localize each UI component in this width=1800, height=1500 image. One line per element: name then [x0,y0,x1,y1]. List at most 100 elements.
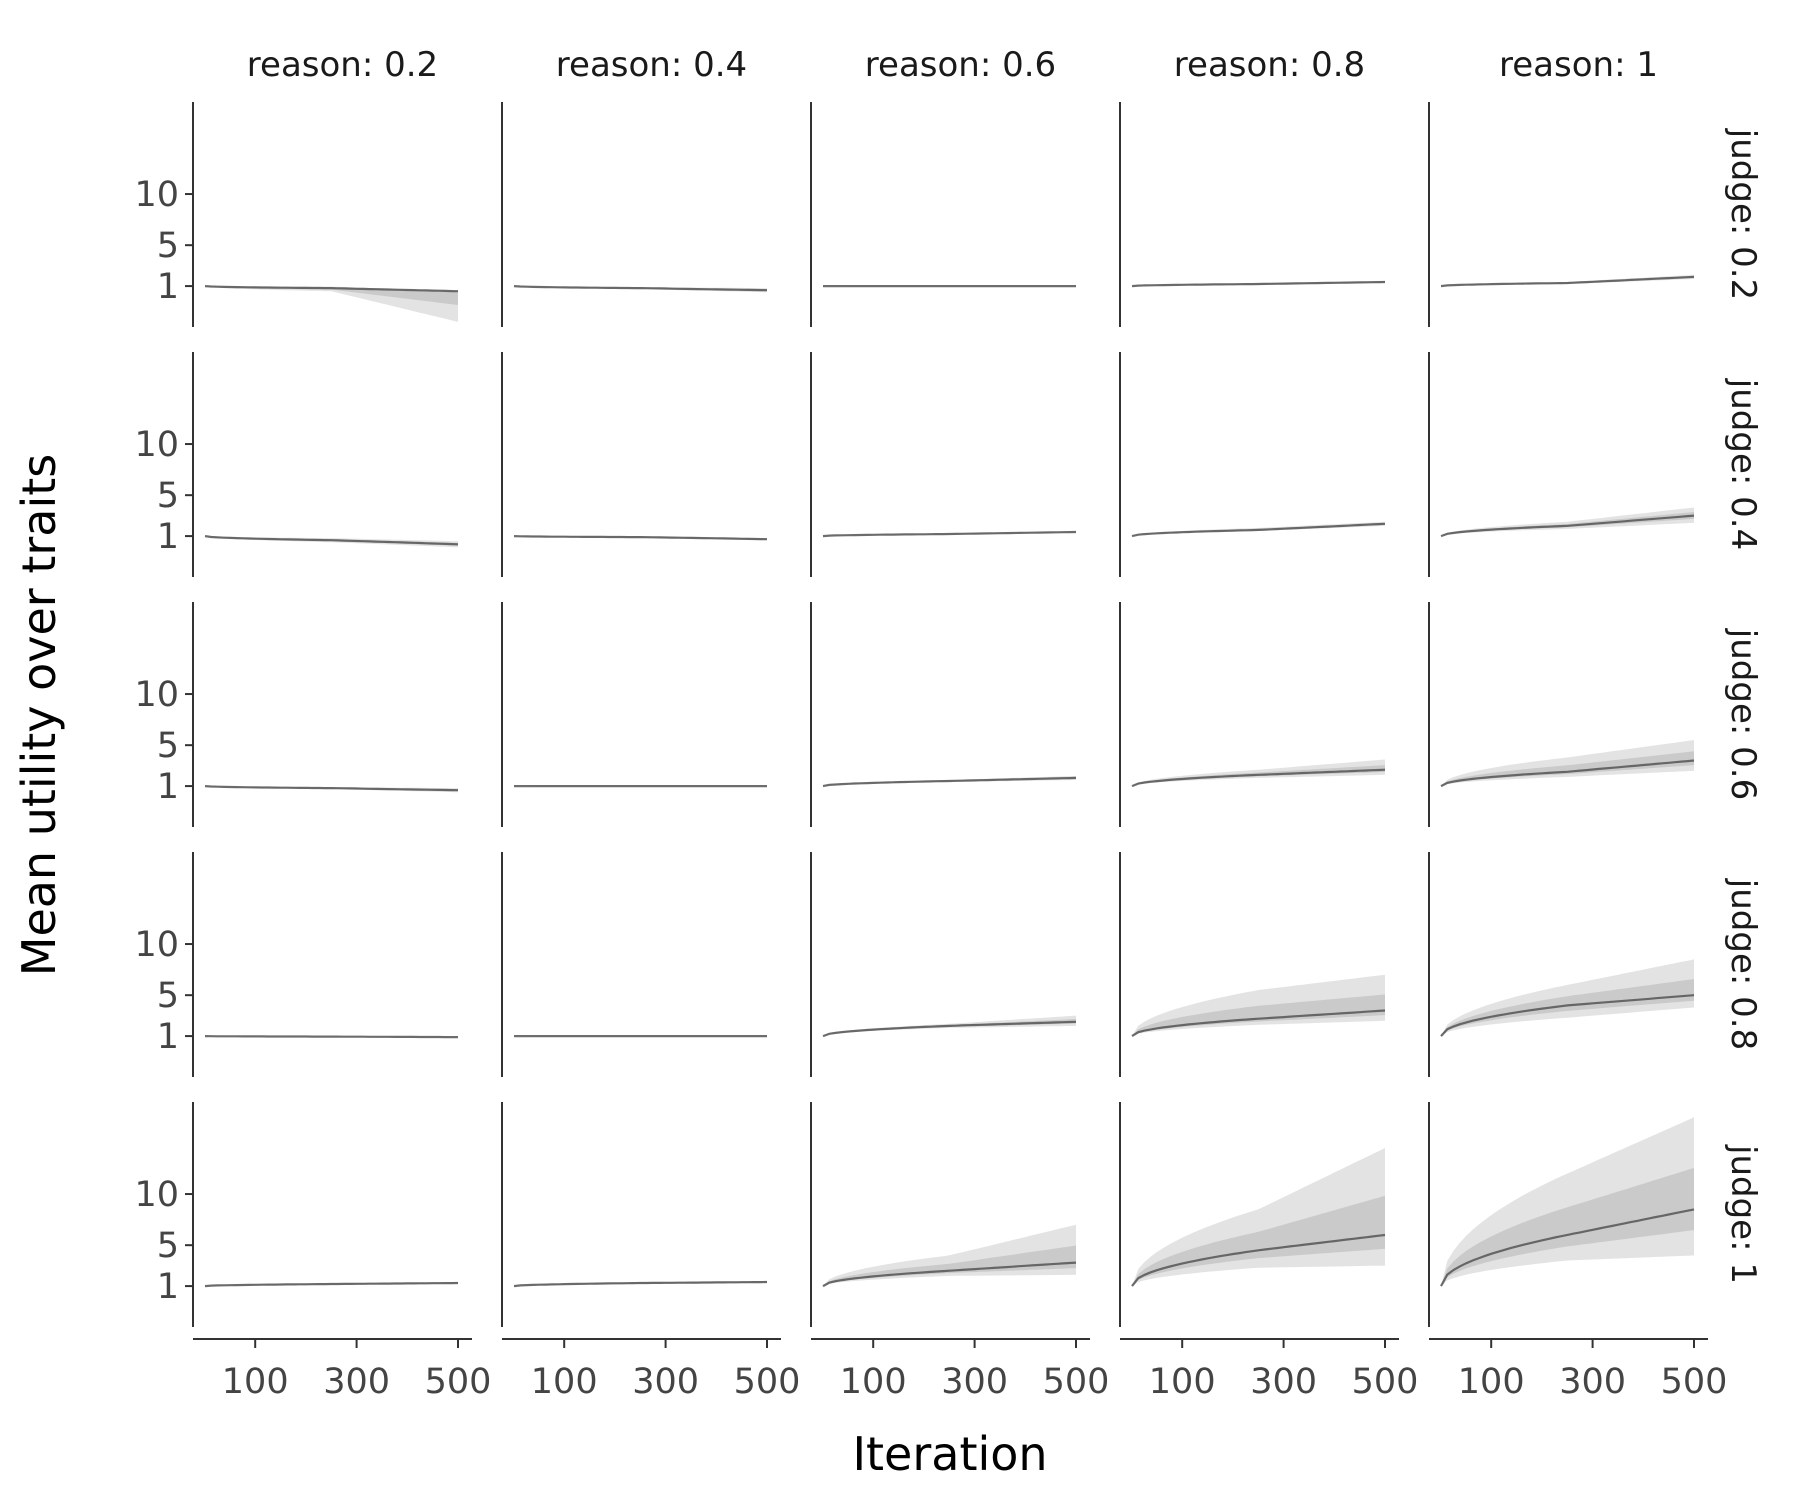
panel [1428,102,1695,327]
panel [1119,602,1386,827]
series-line [1131,768,1386,788]
spread-band [1441,740,1694,787]
col-strip-label: reason: 1 [1499,45,1658,85]
row-strip-label: judge: 1 [1723,1144,1763,1284]
axis-titles: Iteration Mean utility over traits [12,454,1048,1481]
row-strip-label: judge: 0.8 [1723,878,1763,1050]
spread-band [1132,759,1385,787]
y-tick-label: 1 [157,1267,179,1307]
series-line [1131,522,1386,538]
panel [501,852,767,1077]
y-tick-label: 5 [157,1226,179,1266]
y-tick-label: 5 [157,226,179,266]
panel [501,102,768,327]
panel [501,602,767,827]
series-line [1131,1233,1386,1287]
series-line [822,1261,1077,1288]
y-tick-label: 5 [157,976,179,1016]
y-tick-label: 10 [134,925,179,965]
panel [1428,352,1695,577]
panel: 100 300 500 [501,1102,801,1402]
y-tick-label: 10 [134,1175,179,1215]
inner-band [1441,512,1694,537]
series-line [822,1020,1077,1038]
panel [1119,352,1386,577]
series-line [204,535,459,546]
series-line [822,530,1077,538]
y-tick-label: 10 [134,425,179,465]
inner-band [1132,994,1385,1037]
x-tick-label: 100 [1458,1362,1525,1402]
y-tick-label: 10 [134,175,179,215]
panel [1428,852,1695,1077]
series-line [513,535,768,541]
x-tick-label: 500 [1043,1362,1110,1402]
x-axis-title: Iteration [852,1427,1047,1481]
panel: 15 10 100 300 500 [134,1102,491,1402]
panel [810,102,1076,327]
x-tick-label: 100 [531,1362,598,1402]
panel [810,602,1077,827]
spread-band [1441,1117,1694,1287]
row-strip-label: judge: 0.6 [1723,628,1763,800]
col-strip-label: reason: 0.4 [556,45,747,85]
series-line [1440,759,1695,788]
series-line [204,1035,458,1039]
series-line [513,1280,768,1288]
y-tick-label: 1 [157,267,179,307]
y-tick-label: 1 [157,767,179,807]
x-tick-label: 500 [1661,1362,1728,1402]
panel [1119,102,1386,327]
y-tick-label: 5 [157,476,179,516]
spread-band [1132,1148,1385,1287]
series-line [204,285,459,293]
panel: 100 300 500 [1119,1102,1418,1402]
inner-band [1441,751,1694,787]
series-line [204,785,459,792]
panel [810,352,1077,577]
series-line [1131,280,1386,288]
spread-band [823,1224,1076,1287]
series-line [1440,514,1695,538]
x-tick-label: 100 [222,1362,289,1402]
row-strip-label: judge: 0.2 [1723,128,1763,300]
inner-band [205,286,458,305]
y-tick-label: 1 [157,1017,179,1057]
x-tick-label: 300 [323,1362,390,1402]
y-tick-label: 5 [157,726,179,766]
row-strip-label: judge: 0.4 [1723,378,1763,550]
series-line [822,776,1077,788]
series-line [1440,994,1695,1037]
series-line [1131,1009,1386,1038]
spread-band [1441,959,1694,1037]
x-tick-label: 100 [1149,1362,1216,1402]
panel [1119,852,1386,1077]
series-line [1440,1208,1695,1287]
series-line [1440,275,1695,288]
spread-band [205,286,458,322]
col-strip-label: reason: 0.2 [247,45,438,85]
series-line [204,1281,459,1288]
series-line [513,285,768,292]
panel [501,352,768,577]
panel [1428,602,1695,827]
facet-strips: reason: 0.2 reason: 0.4 reason: 0.6 reason:… [247,45,1763,1284]
y-tick-label: 10 [134,675,179,715]
y-axis-title: Mean utility over traits [12,454,66,977]
x-tick-label: 500 [734,1362,801,1402]
x-tick-label: 500 [425,1362,492,1402]
x-tick-label: 300 [632,1362,699,1402]
inner-band [1132,1195,1385,1287]
panel [810,852,1077,1077]
inner-band [1441,1168,1694,1287]
x-tick-label: 300 [1250,1362,1317,1402]
inner-band [1441,979,1694,1037]
col-strip-label: reason: 0.8 [1174,45,1365,85]
col-strip-label: reason: 0.6 [865,45,1056,85]
y-tick-label: 1 [157,517,179,557]
